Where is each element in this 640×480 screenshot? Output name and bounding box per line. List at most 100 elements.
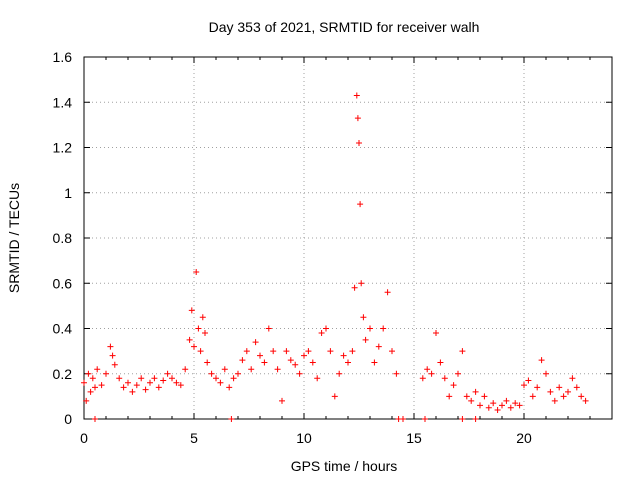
data-point xyxy=(459,416,466,422)
data-point xyxy=(547,388,554,395)
data-point xyxy=(208,370,215,377)
data-point xyxy=(450,382,457,389)
data-point xyxy=(384,289,391,296)
data-point xyxy=(81,379,87,386)
y-tick-label: 1 xyxy=(64,185,72,201)
data-point xyxy=(92,416,98,422)
data-point xyxy=(345,359,351,366)
data-point xyxy=(169,375,175,382)
data-point xyxy=(556,384,563,391)
x-tick-label: 5 xyxy=(190,430,198,446)
chart-title: Day 353 of 2021, SRMTID for receiver wal… xyxy=(209,19,480,35)
data-point xyxy=(164,370,171,377)
data-point xyxy=(433,330,439,337)
x-tick-label: 0 xyxy=(80,430,88,446)
data-point xyxy=(133,382,140,389)
data-point xyxy=(188,307,195,314)
data-point xyxy=(257,352,263,359)
data-point xyxy=(199,314,206,321)
data-point xyxy=(217,379,224,386)
x-tick-label: 10 xyxy=(296,430,312,446)
data-point xyxy=(573,384,580,391)
y-tick-label: 0.8 xyxy=(53,230,73,246)
data-point xyxy=(83,397,90,404)
data-point xyxy=(468,397,475,404)
data-point xyxy=(94,366,101,373)
y-tick-label: 0 xyxy=(64,411,72,427)
data-point xyxy=(147,379,153,386)
data-point xyxy=(274,366,281,373)
data-point xyxy=(349,348,356,355)
data-point xyxy=(202,330,208,337)
y-axis-label: SRMTID / TECUs xyxy=(6,183,22,293)
data-point xyxy=(499,402,505,409)
data-point xyxy=(490,400,497,407)
data-point xyxy=(129,388,136,395)
x-tick-label: 15 xyxy=(406,430,422,446)
data-point xyxy=(155,384,162,391)
data-point xyxy=(362,336,369,343)
y-tick-label: 1.6 xyxy=(53,49,73,65)
data-point xyxy=(292,361,299,368)
data-point xyxy=(261,359,268,366)
data-point xyxy=(353,92,360,99)
data-point xyxy=(551,397,558,404)
data-point xyxy=(92,384,98,391)
data-point xyxy=(512,400,519,407)
data-point xyxy=(477,402,483,409)
data-point xyxy=(226,384,233,391)
data-point xyxy=(230,375,237,382)
data-point xyxy=(221,366,228,373)
data-point xyxy=(125,379,131,386)
data-point xyxy=(142,386,149,393)
data-point xyxy=(98,382,105,389)
data-point xyxy=(301,352,307,359)
data-point xyxy=(151,375,158,382)
data-point xyxy=(265,325,272,332)
data-point xyxy=(228,416,235,422)
data-point xyxy=(400,416,406,422)
data-point xyxy=(182,366,189,373)
data-point xyxy=(186,336,193,343)
data-point xyxy=(565,388,571,395)
data-point xyxy=(87,388,94,395)
data-point xyxy=(441,375,448,382)
data-point xyxy=(296,370,303,377)
data-point xyxy=(351,284,358,291)
data-point xyxy=(89,375,96,382)
data-point xyxy=(494,406,501,413)
x-tick-label: 20 xyxy=(516,430,532,446)
data-point xyxy=(380,325,387,332)
y-tick-label: 0.4 xyxy=(53,321,73,337)
data-point xyxy=(357,201,364,208)
data-point xyxy=(111,361,118,368)
data-point xyxy=(270,348,277,355)
data-point xyxy=(472,416,479,422)
data-point xyxy=(243,348,250,355)
axis-ticks: 0 0.2 0.4 0.6 0.8 1 1.2 1.4 1.6 0 5 10 15 20 xyxy=(53,49,612,446)
data-point xyxy=(371,359,378,366)
data-point xyxy=(248,366,255,373)
data-point xyxy=(459,348,466,355)
data-point xyxy=(543,370,549,377)
data-point xyxy=(360,314,367,321)
y-tick-label: 1.2 xyxy=(53,140,73,156)
data-point xyxy=(235,370,241,377)
data-point xyxy=(367,325,373,332)
data-point xyxy=(191,343,197,350)
data-point xyxy=(446,393,453,400)
data-point xyxy=(331,393,338,400)
data-point xyxy=(287,357,294,364)
data-point xyxy=(472,388,479,395)
data-point xyxy=(525,377,532,384)
data-point xyxy=(197,348,204,355)
data-point xyxy=(578,393,585,400)
data-point xyxy=(354,115,361,122)
data-point xyxy=(160,377,167,384)
data-point xyxy=(204,359,211,366)
data-point xyxy=(138,375,145,382)
data-point xyxy=(173,379,180,386)
data-point xyxy=(422,416,428,422)
x-axis-label: GPS time / hours xyxy=(291,458,398,474)
